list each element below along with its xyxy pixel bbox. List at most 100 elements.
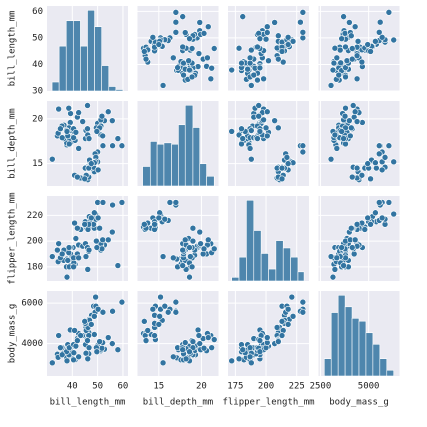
x-axis-label: body_mass_g — [329, 398, 389, 408]
scatter-point — [196, 340, 204, 347]
scatter-point — [348, 45, 356, 52]
scatter-point — [104, 236, 112, 244]
scatter-point — [109, 340, 116, 347]
scatter-point — [354, 38, 362, 45]
marks — [327, 102, 398, 184]
scatter-point — [262, 124, 270, 132]
panel — [137, 6, 219, 92]
scatter-point — [81, 318, 89, 325]
scatter-point — [99, 199, 107, 206]
scatter-point — [246, 344, 254, 351]
scatter-point — [54, 246, 61, 254]
scatter-point — [118, 142, 126, 150]
scatter-point — [186, 348, 193, 356]
scatter-point — [109, 142, 116, 150]
scatter-point — [155, 41, 163, 48]
scatter-point — [327, 253, 335, 260]
scatter-point — [244, 65, 251, 73]
scatter-point — [159, 359, 167, 367]
histogram-bar — [206, 175, 215, 186]
scatter-point — [84, 355, 92, 363]
scatter-point — [79, 118, 86, 125]
scatter-point — [187, 253, 194, 260]
scatter-point — [239, 135, 247, 142]
scatter-point — [255, 112, 262, 120]
scatter-point — [275, 338, 282, 345]
scatter-point — [87, 214, 95, 222]
histogram-bar — [246, 199, 255, 281]
scatter-point — [161, 215, 169, 223]
histogram-bar — [351, 318, 360, 376]
y-axis-label: bill_depth_mm — [8, 108, 18, 178]
x-tick-label: 40 — [67, 382, 78, 392]
scatter-point — [375, 142, 383, 150]
histogram-bar — [51, 81, 60, 91]
x-axis-label: bill_depth_mm — [143, 398, 213, 408]
scatter-point — [85, 246, 93, 254]
scatter-point — [385, 199, 393, 206]
scatter-point — [348, 173, 356, 181]
histogram-bar — [80, 45, 88, 91]
scatter-point — [85, 344, 93, 351]
y-tick-label: 30 — [32, 87, 43, 97]
histogram-bar — [337, 294, 346, 376]
scatter-point — [346, 117, 353, 124]
scatter-point — [109, 201, 116, 209]
scatter-point — [299, 298, 307, 306]
marks — [228, 102, 307, 184]
scatter-point — [204, 54, 211, 62]
panel — [47, 196, 128, 281]
scatter-point — [75, 353, 82, 361]
panel — [318, 196, 400, 281]
scatter-point — [75, 109, 82, 116]
scatter-point — [337, 59, 344, 67]
scatter-point — [238, 125, 245, 133]
scatter-point — [353, 221, 361, 228]
scatter-point — [390, 210, 398, 218]
scatter-point — [208, 344, 215, 351]
panel — [137, 101, 219, 186]
scatter-point — [235, 355, 243, 363]
scatter-point — [157, 293, 164, 301]
scatter-point — [338, 244, 345, 251]
scatter-point — [104, 334, 112, 341]
histogram-bar — [290, 256, 299, 281]
histogram-bar — [253, 230, 262, 281]
x-tick-label: 60 — [118, 382, 129, 392]
scatter-point — [228, 128, 235, 135]
scatter-point — [278, 175, 286, 183]
scatter-point — [189, 224, 197, 232]
scatter-point — [346, 19, 353, 26]
panel — [137, 196, 219, 281]
x-tick-label: 15 — [153, 382, 164, 392]
marks — [49, 199, 126, 281]
scatter-point — [84, 102, 91, 109]
scatter-point — [72, 129, 80, 136]
scatter-point — [238, 59, 245, 67]
scatter-point — [93, 237, 100, 245]
scatter-point — [188, 73, 196, 81]
scatter-point — [91, 312, 98, 320]
marks — [51, 9, 124, 91]
histogram-bar — [344, 306, 353, 376]
panel — [47, 101, 128, 186]
scatter-point — [179, 346, 186, 353]
scatter-point — [194, 326, 202, 334]
scatter-point — [55, 105, 62, 113]
panel — [228, 291, 309, 376]
scatter-point — [254, 135, 261, 142]
scatter-point — [188, 263, 196, 271]
scatter-point — [378, 214, 386, 222]
scatter-point — [49, 253, 56, 260]
scatter-point — [170, 54, 177, 62]
scatter-point — [181, 29, 189, 36]
scatter-point — [375, 150, 383, 158]
scatter-point — [373, 164, 380, 172]
y-tick-label: 200 — [27, 237, 43, 247]
scatter-point — [271, 19, 278, 26]
scatter-point — [347, 132, 354, 140]
scatter-point — [170, 254, 177, 262]
x-tick-label: 225 — [289, 382, 305, 392]
scatter-point — [238, 140, 245, 148]
scatter-point — [327, 155, 335, 163]
